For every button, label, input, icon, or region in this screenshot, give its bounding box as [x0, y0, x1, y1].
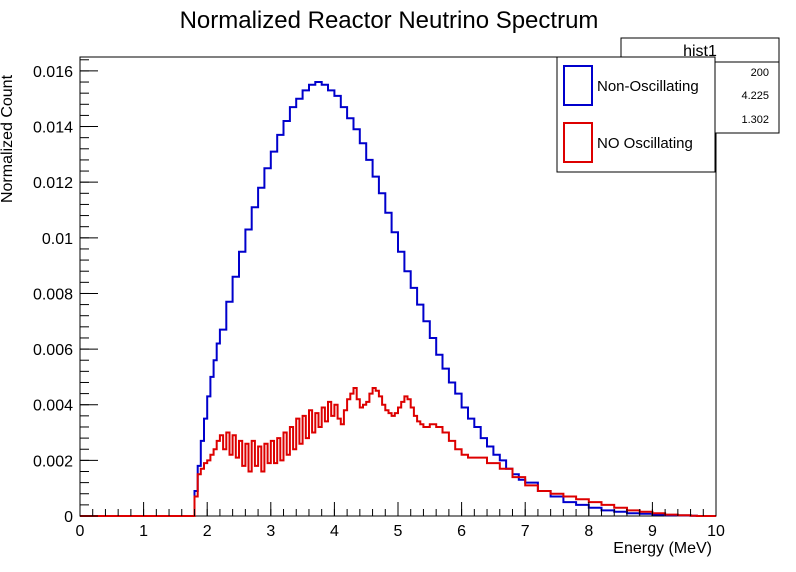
y-axis-label: Normalized Count: [0, 74, 16, 203]
x-tick-label: 0: [76, 523, 85, 540]
y-tick-label: 0.01: [42, 231, 73, 248]
x-tick-label: 1: [139, 523, 148, 540]
x-tick-label: 6: [457, 523, 466, 540]
stats-stddev-value: 1.302: [741, 114, 769, 126]
series-layer: [80, 81, 716, 517]
y-tick-label: 0.012: [33, 175, 73, 192]
y-tick-label: 0.014: [33, 120, 73, 137]
stats-box-title: hist1: [683, 43, 717, 60]
x-tick-label: 10: [707, 523, 725, 540]
x-tick-label: 7: [521, 523, 530, 540]
legend: Non-Oscillating NO Oscillating: [556, 56, 716, 173]
x-tick-label: 3: [266, 523, 275, 540]
y-tick-label: 0.004: [33, 398, 73, 415]
y-tick-label: 0.002: [33, 453, 73, 470]
y-tick-label: 0.006: [33, 342, 73, 359]
x-axis-label: Energy (MeV): [613, 540, 712, 557]
x-tick-label: 8: [584, 523, 593, 540]
x-tick-label: 5: [394, 523, 403, 540]
stats-mean-value: 4.225: [741, 90, 769, 102]
x-tick-label: 9: [648, 523, 657, 540]
x-tick-label: 2: [203, 523, 212, 540]
series-line-no-oscillating: [80, 387, 716, 517]
legend-label-no-oscillating: NO Oscillating: [597, 135, 693, 152]
y-tick-label: 0: [64, 509, 73, 526]
ticks-layer: 0 1 2 3 4 5 6 7 8 9 10 0 0.002 0.004 0.006 0.008 0.01 0.0…: [33, 59, 725, 540]
chart-title: Normalized Reactor Neutrino Spectrum: [180, 7, 599, 34]
x-tick-label: 4: [330, 523, 339, 540]
legend-swatch-non-oscillating: [563, 65, 593, 106]
legend-label-non-oscillating: Non-Oscillating: [597, 78, 699, 95]
y-tick-label: 0.008: [33, 286, 73, 303]
stats-entries-value: 200: [751, 67, 769, 79]
y-tick-label: 0.016: [33, 64, 73, 81]
legend-swatch-no-oscillating: [563, 122, 593, 163]
